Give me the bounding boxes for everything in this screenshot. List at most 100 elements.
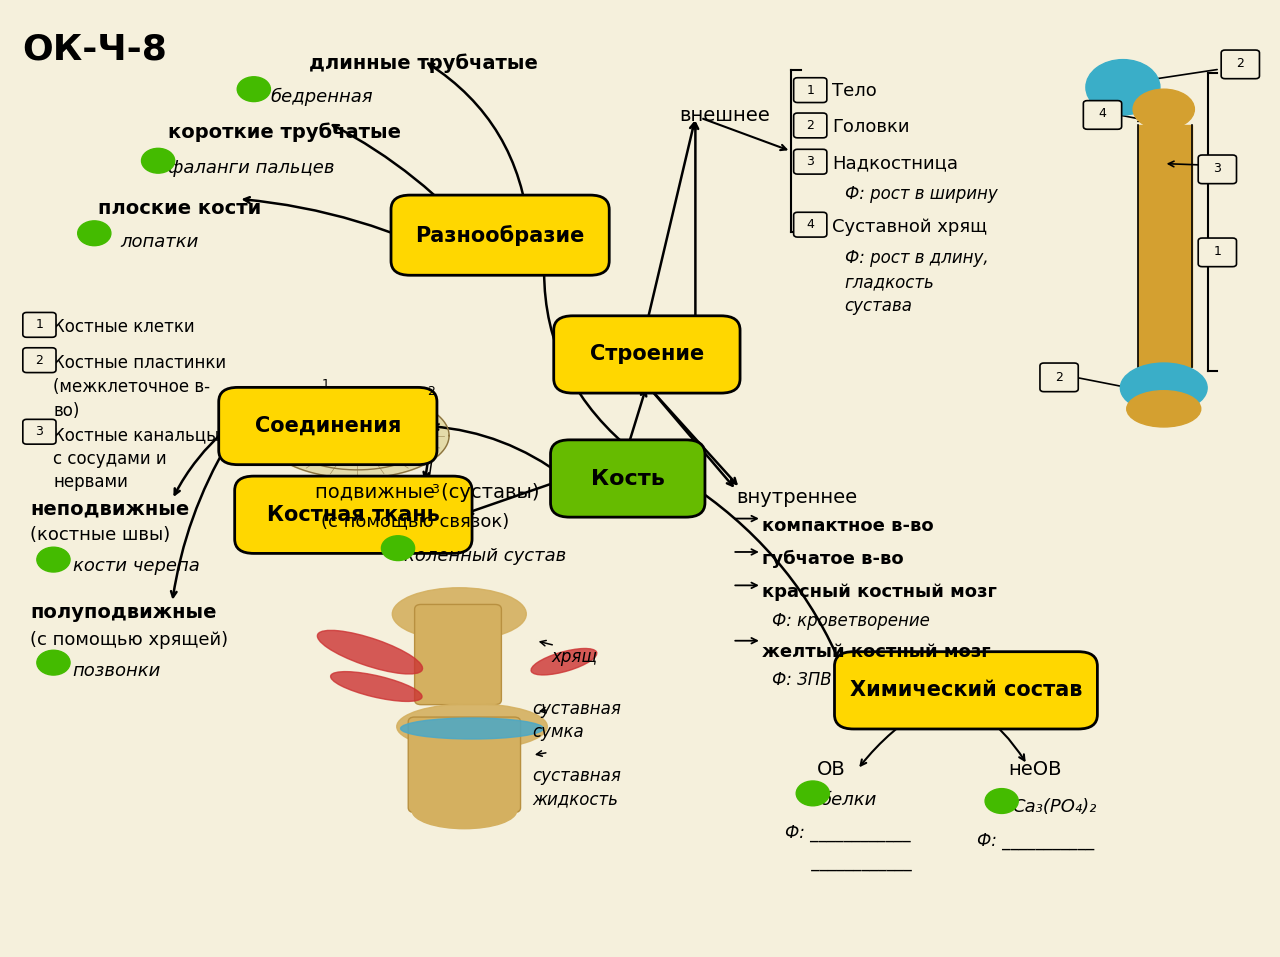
Text: Ф: ЗПВ: Ф: ЗПВ (772, 671, 832, 689)
Text: Ca₃(PO₄)₂: Ca₃(PO₄)₂ (1012, 798, 1096, 816)
Text: Костная ткань: Костная ткань (268, 504, 440, 524)
Text: 2: 2 (1236, 56, 1244, 70)
Text: 2: 2 (1055, 371, 1064, 384)
Text: кости черепа: кости черепа (73, 557, 200, 575)
Ellipse shape (397, 703, 548, 749)
Text: Костные канальцы
с сосудами и
нервами: Костные канальцы с сосудами и нервами (54, 426, 220, 491)
Text: Тело: Тело (832, 82, 877, 100)
FancyBboxPatch shape (234, 477, 472, 553)
Text: Разнообразие: Разнообразие (416, 225, 585, 246)
Text: 4: 4 (806, 218, 814, 232)
Ellipse shape (412, 792, 517, 829)
Text: губчатое в-во: губчатое в-во (762, 550, 904, 568)
Text: (с помощью хрящей): (с помощью хрящей) (31, 632, 229, 649)
FancyBboxPatch shape (415, 605, 502, 704)
FancyBboxPatch shape (794, 149, 827, 174)
Text: Химический состав: Химический состав (850, 680, 1082, 701)
Text: ОВ: ОВ (817, 760, 845, 779)
Text: длинные трубчатые: длинные трубчатые (308, 54, 538, 74)
FancyBboxPatch shape (794, 212, 827, 237)
Circle shape (237, 77, 270, 101)
Text: ОК-Ч-8: ОК-Ч-8 (22, 33, 166, 66)
FancyBboxPatch shape (23, 313, 56, 337)
Text: Ф: рост в длину,
гладкость
сустава: Ф: рост в длину, гладкость сустава (845, 250, 988, 315)
Ellipse shape (531, 649, 596, 675)
Text: позвонки: позвонки (73, 661, 161, 679)
FancyBboxPatch shape (794, 113, 827, 138)
FancyBboxPatch shape (1198, 155, 1236, 184)
Circle shape (142, 148, 174, 173)
Ellipse shape (1126, 390, 1201, 427)
FancyBboxPatch shape (23, 347, 56, 372)
Text: 1: 1 (321, 378, 329, 390)
Text: Строение: Строение (590, 345, 704, 365)
Text: 3: 3 (36, 425, 44, 438)
Ellipse shape (392, 588, 526, 640)
Text: лопатки: лопатки (120, 234, 198, 252)
Ellipse shape (317, 631, 422, 674)
Text: 1: 1 (1213, 245, 1221, 257)
Text: суставная
жидкость: суставная жидкость (532, 767, 621, 809)
Text: Костные клетки: Костные клетки (54, 318, 195, 336)
Text: суставная
сумка: суставная сумка (532, 700, 621, 742)
Text: Головки: Головки (832, 118, 909, 136)
Text: красный костный мозг: красный костный мозг (762, 584, 997, 601)
Text: подвижные (суставы): подвижные (суставы) (315, 483, 540, 502)
Circle shape (37, 547, 70, 572)
FancyBboxPatch shape (408, 717, 521, 812)
Text: неОВ: неОВ (1009, 760, 1061, 779)
Text: плоские кости: плоские кости (99, 199, 261, 218)
FancyBboxPatch shape (219, 388, 436, 465)
Text: белки: белки (820, 791, 877, 810)
Text: неподвижные: неподвижные (31, 500, 189, 519)
Text: 4: 4 (1098, 107, 1106, 121)
Circle shape (381, 536, 415, 561)
Text: внутреннее: внутреннее (736, 488, 858, 507)
FancyBboxPatch shape (1198, 238, 1236, 267)
Text: 1: 1 (806, 83, 814, 97)
Text: 3: 3 (806, 155, 814, 168)
Text: внешнее: внешнее (678, 106, 769, 125)
Text: 2: 2 (428, 386, 435, 398)
Text: ____________: ____________ (785, 853, 911, 871)
Ellipse shape (1085, 59, 1160, 115)
FancyBboxPatch shape (1221, 50, 1260, 78)
FancyBboxPatch shape (390, 195, 609, 276)
Text: Кость: Кость (591, 469, 664, 488)
Ellipse shape (401, 718, 544, 739)
Text: короткие трубчатые: короткие трубчатые (168, 122, 402, 143)
Text: бедренная: бедренная (270, 87, 372, 105)
Text: Костные пластинки
(межклеточное в-
во): Костные пластинки (межклеточное в- во) (54, 354, 227, 420)
FancyBboxPatch shape (835, 652, 1097, 729)
Text: желтый костный мозг: желтый костный мозг (762, 643, 991, 660)
Text: Ф: ____________: Ф: ____________ (785, 824, 910, 842)
Circle shape (78, 221, 111, 246)
Text: полуподвижные: полуподвижные (31, 603, 218, 621)
Text: 1: 1 (36, 319, 44, 331)
Circle shape (986, 789, 1019, 813)
Text: 2: 2 (806, 119, 814, 132)
Ellipse shape (1120, 363, 1207, 412)
Text: (с помощью связок): (с помощью связок) (321, 512, 509, 530)
Text: (костные швы): (костные швы) (31, 526, 170, 545)
Ellipse shape (330, 672, 422, 701)
FancyBboxPatch shape (23, 419, 56, 444)
Text: Ф: рост в ширину: Ф: рост в ширину (845, 185, 997, 203)
Text: Ф: кроветворение: Ф: кроветворение (772, 612, 929, 630)
Text: Соединения: Соединения (255, 416, 401, 436)
Text: компактное в-во: компактное в-во (762, 517, 933, 535)
Text: Суставной хрящ: Суставной хрящ (832, 218, 987, 236)
Circle shape (37, 650, 70, 675)
Text: 2: 2 (36, 354, 44, 367)
FancyBboxPatch shape (554, 316, 740, 393)
Ellipse shape (1133, 89, 1194, 129)
Text: фаланги пальцев: фаланги пальцев (168, 159, 335, 177)
Text: Надкостница: Надкостница (832, 154, 957, 172)
FancyBboxPatch shape (1039, 363, 1078, 391)
Polygon shape (1138, 125, 1192, 367)
FancyBboxPatch shape (1083, 100, 1121, 129)
FancyBboxPatch shape (794, 78, 827, 102)
Circle shape (796, 781, 829, 806)
Text: Ф: ___________: Ф: ___________ (978, 832, 1094, 850)
Text: коленный сустав: коленный сустав (404, 547, 567, 566)
